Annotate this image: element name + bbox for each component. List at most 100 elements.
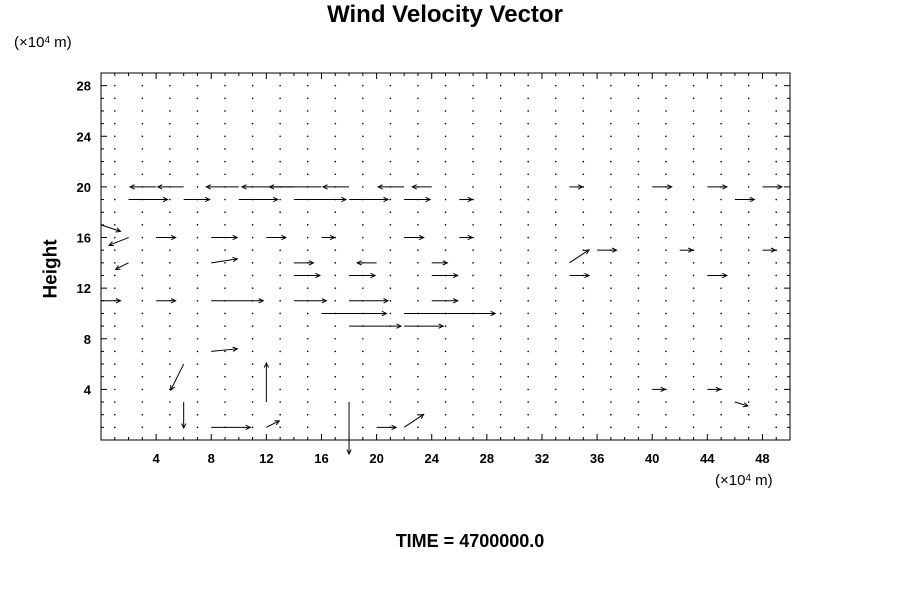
grid-dot bbox=[196, 148, 199, 150]
wind-vector-head bbox=[453, 272, 459, 279]
grid-dot bbox=[527, 249, 529, 251]
grid-dot bbox=[499, 84, 502, 87]
grid-dot bbox=[720, 236, 722, 239]
grid-dot bbox=[747, 224, 750, 226]
y-tick-label: 8 bbox=[84, 332, 91, 347]
grid-dot bbox=[334, 173, 337, 176]
grid-dot bbox=[472, 426, 474, 429]
grid-dot bbox=[389, 148, 392, 150]
grid-dot bbox=[527, 299, 529, 302]
grid-dot bbox=[113, 173, 116, 176]
grid-dot bbox=[720, 211, 722, 214]
grid-dot bbox=[224, 287, 226, 289]
wind-vector-head bbox=[258, 298, 265, 304]
grid-dot bbox=[251, 413, 254, 416]
grid-dot bbox=[251, 401, 254, 403]
grid-dot bbox=[665, 337, 667, 340]
grid-dot bbox=[610, 135, 612, 138]
grid-dot bbox=[472, 299, 474, 302]
grid-dot bbox=[747, 287, 750, 289]
grid-dot bbox=[196, 287, 199, 289]
grid-dot bbox=[692, 325, 695, 327]
grid-dot bbox=[444, 84, 447, 87]
grid-dot bbox=[582, 211, 585, 214]
grid-dot bbox=[554, 262, 557, 264]
grid-dot bbox=[279, 173, 281, 176]
grid-dot bbox=[279, 375, 281, 378]
grid-dot bbox=[747, 388, 750, 391]
grid-dot bbox=[113, 375, 116, 378]
grid-dot bbox=[527, 135, 529, 138]
grid-dot bbox=[747, 375, 750, 378]
grid-dot bbox=[141, 160, 144, 163]
grid-dot bbox=[582, 350, 585, 353]
grid-dot bbox=[472, 135, 474, 138]
wind-vector-head bbox=[268, 184, 275, 190]
grid-dot bbox=[775, 299, 778, 302]
grid-dot bbox=[775, 110, 778, 112]
grid-dot bbox=[692, 287, 695, 289]
grid-dot bbox=[720, 312, 722, 315]
grid-dot bbox=[279, 110, 281, 112]
grid-dot bbox=[279, 249, 281, 251]
grid-dot bbox=[775, 173, 778, 176]
grid-dot bbox=[362, 350, 364, 353]
grid-dot bbox=[720, 122, 722, 125]
grid-dot bbox=[279, 160, 281, 163]
grid-dot bbox=[224, 110, 226, 112]
wind-vector-head bbox=[577, 184, 584, 190]
wind-vector-head bbox=[232, 346, 239, 352]
grid-dot bbox=[389, 363, 392, 365]
grid-dot bbox=[417, 426, 419, 429]
grid-dot bbox=[362, 148, 364, 150]
grid-dot bbox=[582, 287, 585, 289]
grid-dot bbox=[334, 299, 337, 302]
grid-dot bbox=[610, 375, 612, 378]
grid-dot bbox=[334, 262, 337, 264]
grid-dot bbox=[334, 413, 337, 416]
grid-dot bbox=[610, 274, 612, 277]
grid-dot bbox=[113, 224, 116, 226]
grid-dot bbox=[582, 325, 585, 327]
grid-dot bbox=[389, 224, 392, 226]
grid-dot bbox=[251, 325, 254, 327]
grid-dot bbox=[610, 312, 612, 315]
grid-dot bbox=[362, 388, 364, 391]
grid-dot bbox=[444, 413, 447, 416]
grid-dot bbox=[306, 135, 309, 138]
grid-dot bbox=[362, 173, 364, 176]
grid-dot bbox=[113, 363, 116, 365]
grid-dot bbox=[499, 325, 502, 327]
grid-dot bbox=[499, 224, 502, 226]
grid-dot bbox=[444, 249, 447, 251]
x-tick-label: 16 bbox=[314, 451, 328, 466]
grid-dot bbox=[775, 236, 778, 239]
grid-dot bbox=[527, 186, 529, 188]
grid-dot bbox=[169, 84, 171, 87]
grid-dot bbox=[775, 198, 778, 201]
wind-vector-head bbox=[381, 310, 388, 317]
grid-dot bbox=[554, 249, 557, 251]
grid-dot bbox=[582, 388, 585, 391]
grid-dot bbox=[499, 198, 502, 201]
grid-dot bbox=[417, 249, 419, 251]
grid-dot bbox=[665, 236, 667, 239]
x-tick-label: 12 bbox=[259, 451, 273, 466]
grid-dot bbox=[279, 274, 281, 277]
grid-dot bbox=[554, 401, 557, 403]
grid-dot bbox=[554, 173, 557, 176]
grid-dot bbox=[554, 325, 557, 327]
grid-dot bbox=[417, 413, 419, 416]
grid-dot bbox=[113, 211, 116, 214]
grid-dot bbox=[251, 148, 254, 150]
grid-dot bbox=[279, 262, 281, 264]
wind-vector-head bbox=[156, 184, 163, 190]
grid-dot bbox=[720, 148, 722, 150]
wind-vector-head bbox=[274, 420, 281, 426]
grid-dot bbox=[527, 84, 529, 87]
grid-dot bbox=[306, 350, 309, 353]
grid-dot bbox=[527, 173, 529, 176]
grid-dot bbox=[720, 249, 722, 251]
grid-dot bbox=[362, 110, 364, 112]
grid-dot bbox=[499, 122, 502, 125]
